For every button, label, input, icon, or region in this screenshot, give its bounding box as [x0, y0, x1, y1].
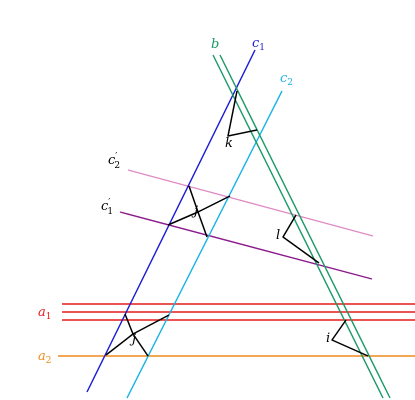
- line-a1-group: [62, 303, 415, 321]
- label-c1-prime: c′ 1: [101, 198, 113, 217]
- l-connector: [282, 214, 320, 264]
- j-lower-connector-2: [105, 333, 149, 357]
- j-upper-connector-2: [167, 211, 208, 238]
- label-a2: a2: [38, 349, 52, 366]
- label-b: b: [211, 37, 219, 52]
- line-c2: [126, 90, 283, 399]
- label-l: l: [276, 228, 280, 243]
- line-b-right: [219, 54, 391, 399]
- label-c2-prime: c′ 2: [108, 152, 120, 171]
- i-connector: [331, 319, 369, 357]
- label-i: i: [326, 331, 330, 346]
- label-j-upper: j: [191, 204, 198, 219]
- k-connector: [227, 90, 258, 137]
- label-k: k: [225, 136, 233, 151]
- label-c1: c1: [252, 36, 265, 53]
- label-a1: a1: [38, 305, 52, 322]
- line-c1-prime: [119, 211, 373, 280]
- label-c2: c2: [280, 71, 293, 88]
- connector-strokes: [105, 90, 369, 357]
- line-b-left: [212, 54, 384, 399]
- line-c1: [86, 49, 256, 393]
- j-lower-connector: [124, 313, 170, 335]
- label-j-lower: j: [129, 332, 136, 347]
- line-c2-prime: [127, 169, 374, 237]
